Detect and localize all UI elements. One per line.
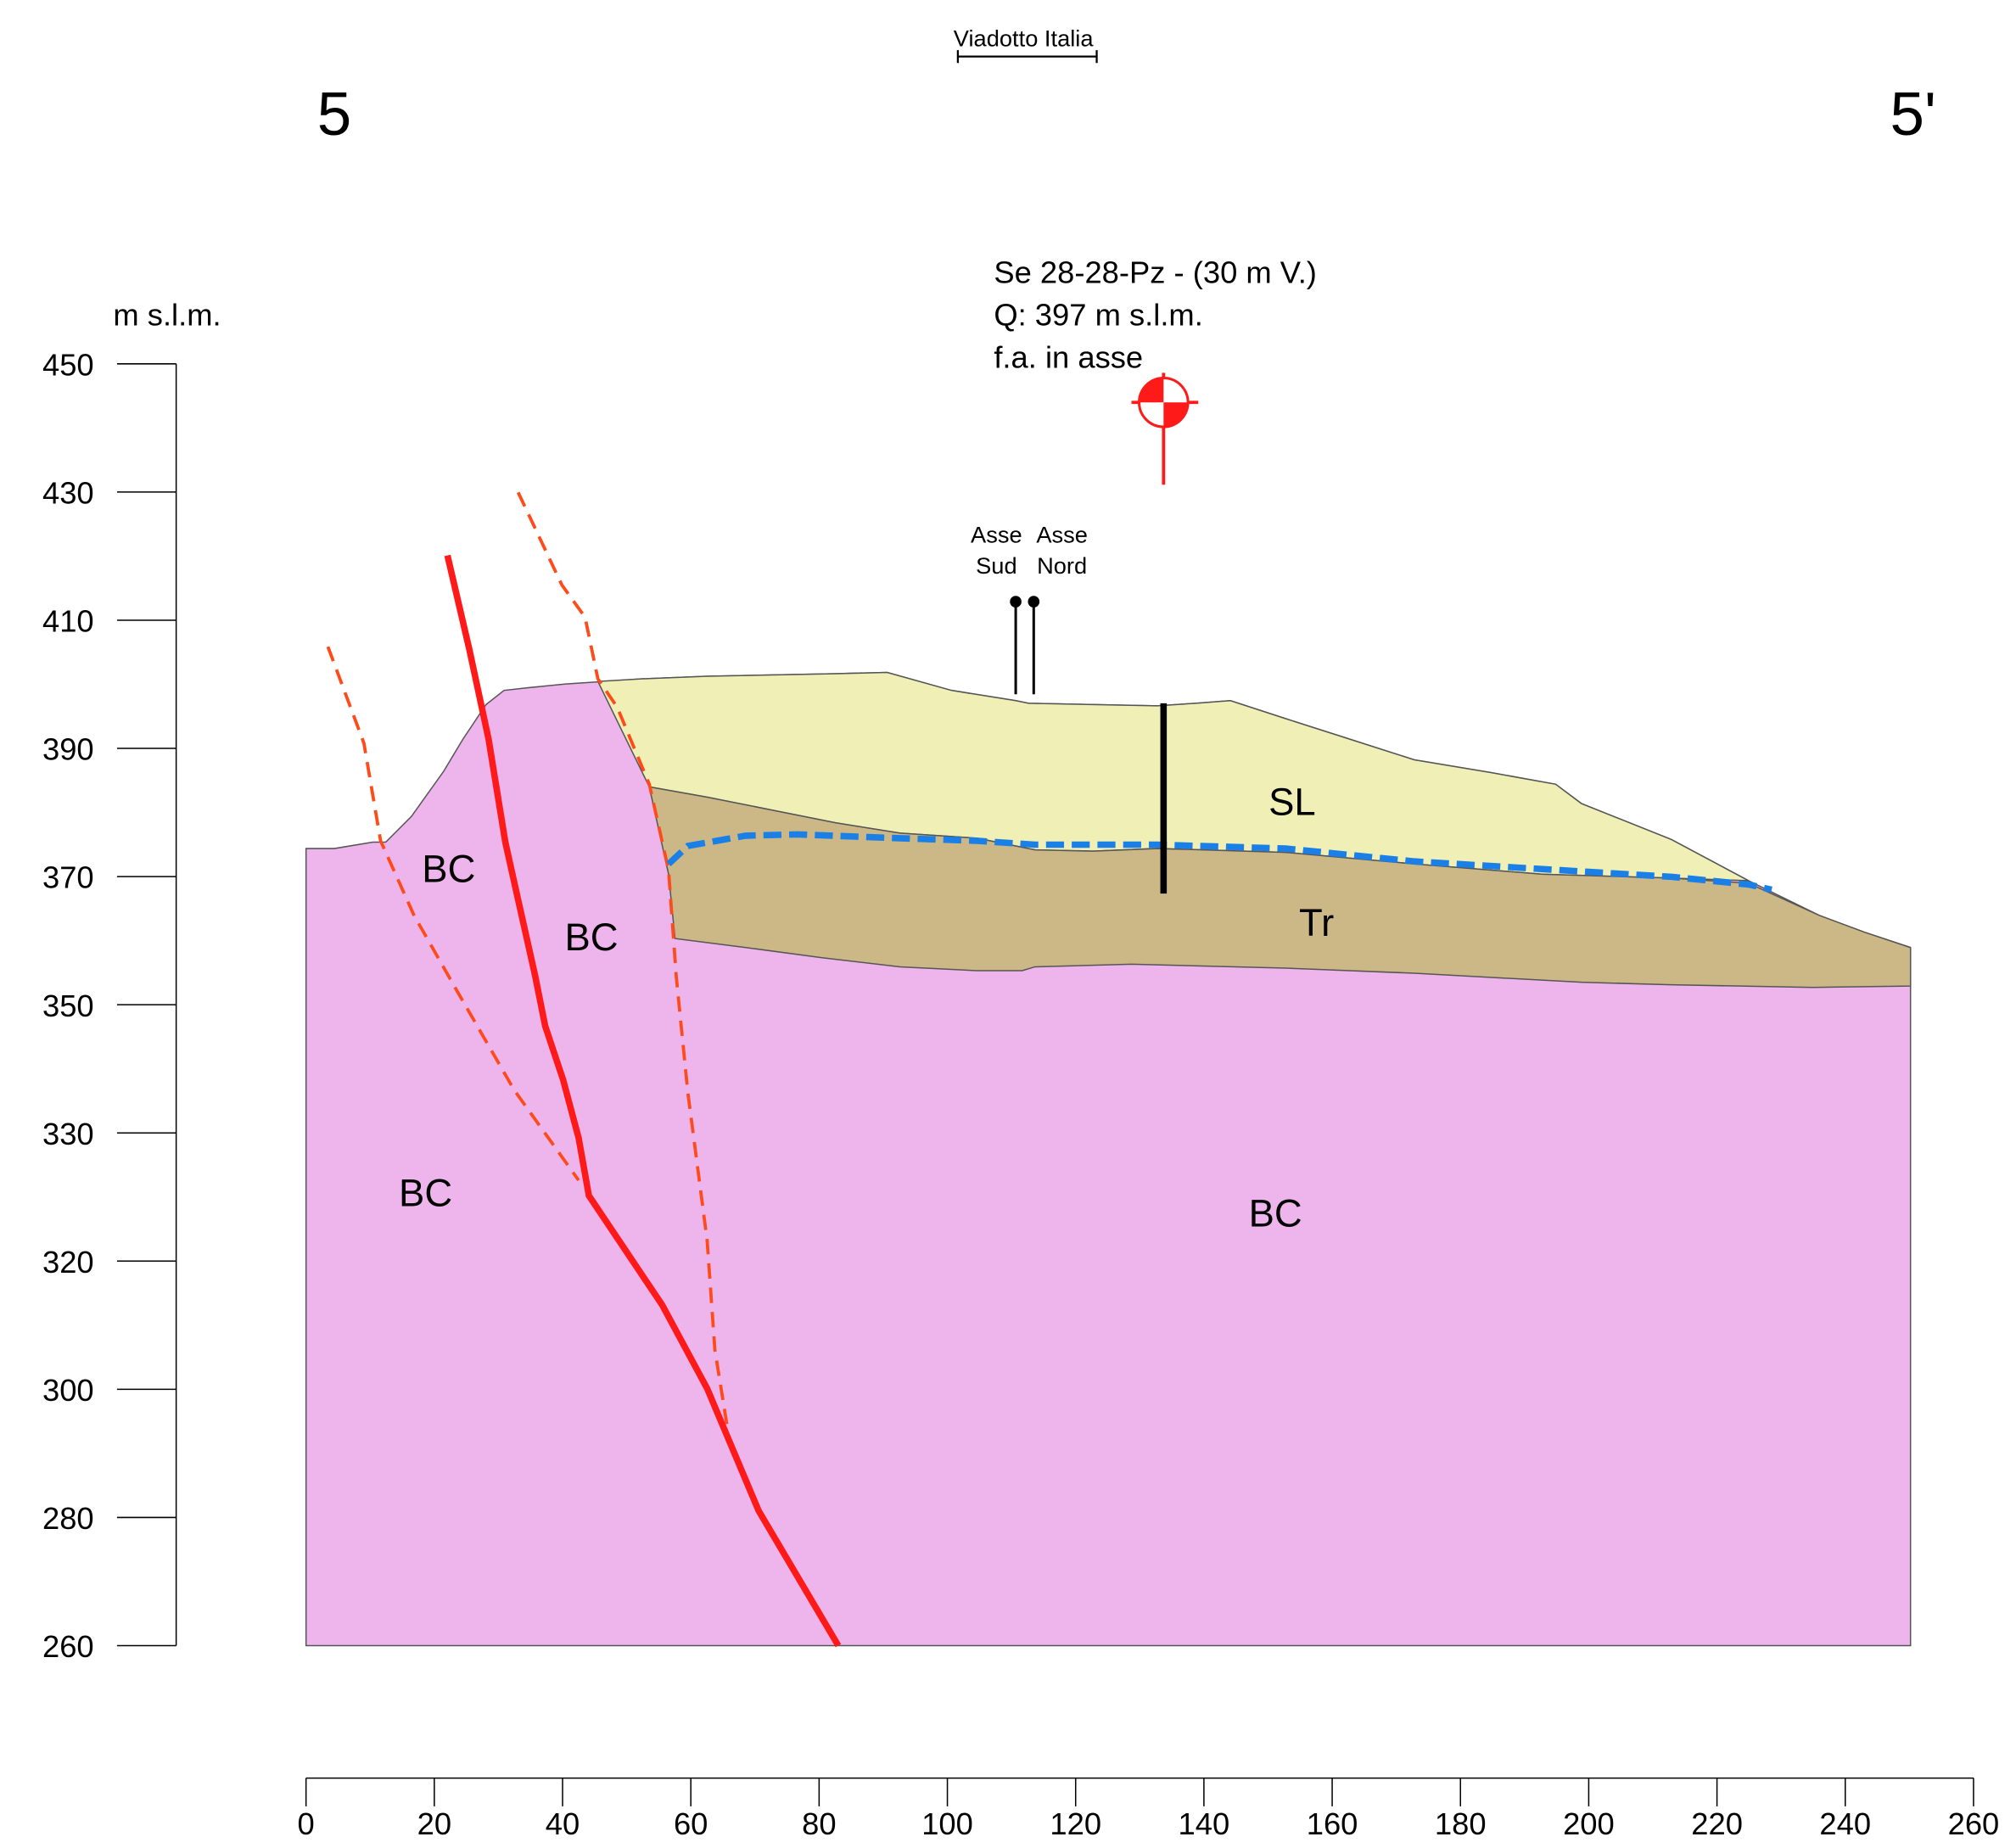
y-tick-label: 350 (42, 988, 94, 1023)
layer-label: BC (422, 847, 475, 890)
header-bracket (958, 50, 1097, 63)
layer-label: BC (565, 916, 619, 959)
y-tick-label: 370 (42, 860, 94, 895)
x-tick-label: 180 (1435, 1806, 1487, 1841)
layer-label: BC (1249, 1192, 1302, 1235)
axis-label: Asse (971, 521, 1022, 547)
cross-section: Se 28-28-Pz - (30 m V.) Q: 397 m s.l.m. … (0, 0, 2016, 1848)
x-tick-label: 220 (1691, 1806, 1743, 1841)
x-tick-label: 100 (921, 1806, 973, 1841)
borehole-symbol (1131, 372, 1198, 484)
section-end: 5' (1890, 80, 1936, 148)
x-tick-label: 80 (802, 1806, 836, 1841)
y-tick-label: 280 (42, 1501, 94, 1536)
axis-label: Asse (1036, 521, 1088, 547)
borehole-text: f.a. in asse (994, 339, 1143, 374)
x-tick-label: 40 (546, 1806, 580, 1841)
x-tick-label: 260 (1948, 1806, 2000, 1841)
y-tick-label: 300 (42, 1373, 94, 1408)
borehole-text: Se 28-28-Pz - (30 m V.) (994, 255, 1317, 289)
x-tick-label: 60 (674, 1806, 708, 1841)
axis-pins (1011, 597, 1039, 694)
x-tick-label: 20 (417, 1806, 451, 1841)
y-tick-label: 450 (42, 347, 94, 382)
axis-label: Sud (976, 552, 1017, 579)
x-tick-label: 0 (298, 1806, 315, 1841)
x-tick-label: 120 (1050, 1806, 1101, 1841)
y-tick-label: 260 (42, 1629, 94, 1664)
y-tick-label: 330 (42, 1117, 94, 1151)
axis-label: Nord (1037, 552, 1087, 579)
y-tick-label: 430 (42, 476, 94, 511)
borehole-text: Q: 397 m s.l.m. (994, 297, 1203, 332)
layer-label: SL (1268, 781, 1316, 824)
x-tick-label: 200 (1563, 1806, 1615, 1841)
section-start: 5 (317, 80, 351, 148)
y-axis-label: m s.l.m. (113, 297, 221, 332)
y-tick-label: 320 (42, 1245, 94, 1280)
header-title: Viadotto Italia (954, 25, 1095, 52)
y-tick-label: 410 (42, 604, 94, 639)
x-tick-label: 240 (1819, 1806, 1871, 1841)
layer-label: BC (399, 1171, 452, 1214)
x-tick-label: 160 (1307, 1806, 1358, 1841)
x-tick-label: 140 (1179, 1806, 1230, 1841)
y-tick-label: 390 (42, 732, 94, 767)
layer-label: Tr (1299, 901, 1334, 944)
